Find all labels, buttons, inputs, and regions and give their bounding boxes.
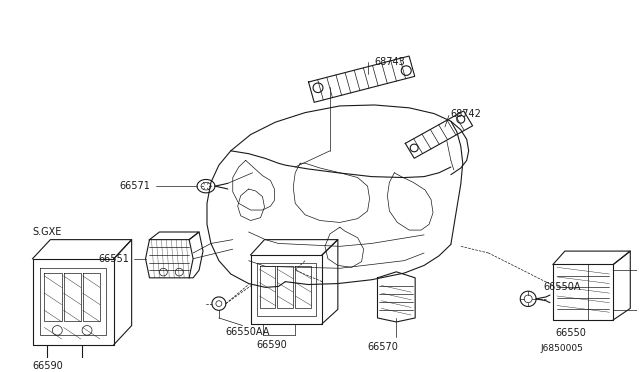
Text: 68743: 68743: [374, 57, 405, 67]
Text: J6850005: J6850005: [540, 344, 583, 353]
Text: 66551: 66551: [98, 254, 129, 264]
Text: 66590: 66590: [257, 340, 287, 350]
Text: 66570: 66570: [367, 341, 399, 352]
Text: 66590: 66590: [33, 361, 63, 371]
Text: 68742: 68742: [451, 109, 482, 119]
Text: 66550A: 66550A: [543, 282, 580, 292]
Text: 66571: 66571: [120, 181, 150, 191]
Text: 66550AA: 66550AA: [226, 327, 270, 337]
Text: S.GXE: S.GXE: [33, 227, 62, 237]
Text: 66550: 66550: [555, 328, 586, 338]
